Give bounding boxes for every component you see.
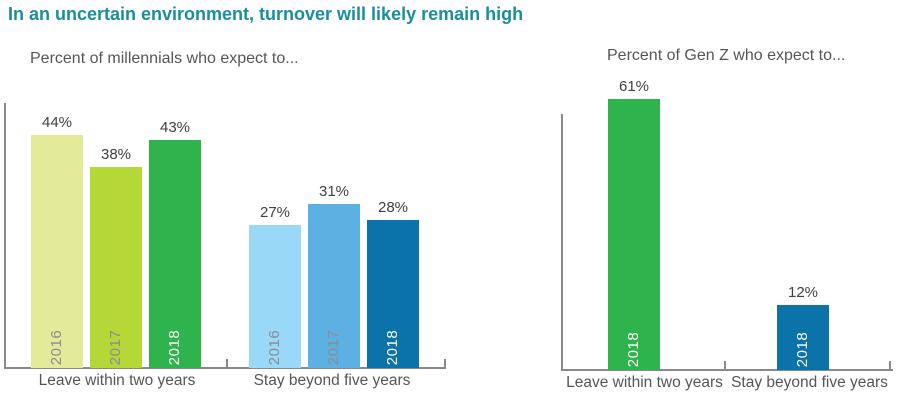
bar-millennials-stay-beyond-five-years-2018: 28% 2018 bbox=[367, 199, 419, 368]
genz-chart-title: Percent of Gen Z who expect to... bbox=[607, 47, 846, 64]
millennials-y-axis bbox=[4, 103, 6, 369]
bar-value-label: 28% bbox=[377, 199, 409, 216]
millennials-chart-title: Percent of millennials who expect to... bbox=[30, 50, 299, 67]
millennials-x-axis bbox=[4, 367, 446, 369]
millennials-bar-chart: 44% 2016 38% 2017 43% 2018 27% 2016 31% 2017 28% 20… bbox=[4, 103, 446, 369]
axis-tick bbox=[724, 361, 726, 370]
bar-year-label: 2017 bbox=[107, 329, 125, 365]
bar-year-label: 2018 bbox=[384, 329, 402, 365]
bar-millennials-stay-beyond-five-years-2016: 27% 2016 bbox=[249, 204, 301, 368]
bar-genz-leave-within-two-years-2018: 61% 2018 bbox=[608, 78, 660, 370]
bar-value-label: 31% bbox=[318, 183, 350, 200]
bar-millennials-leave-within-two-years-2017: 38% 2017 bbox=[90, 146, 142, 368]
axis-tick bbox=[444, 359, 446, 368]
genz-x-axis bbox=[561, 369, 893, 371]
bar-millennials-leave-within-two-years-2016: 44% 2016 bbox=[31, 114, 83, 368]
category-label-genz-leave: Leave within two years bbox=[566, 374, 723, 391]
bar-year-label: 2016 bbox=[266, 329, 284, 365]
category-label-genz-stay: Stay beyond five years bbox=[731, 374, 888, 391]
axis-tick bbox=[889, 361, 891, 370]
bar-value-label: 38% bbox=[100, 146, 132, 163]
bar-year-label: 2018 bbox=[625, 331, 643, 367]
bar-genz-stay-beyond-five-years-2018: 12% 2018 bbox=[777, 284, 829, 370]
bar-year-label: 2018 bbox=[166, 329, 184, 365]
bar-year-label: 2017 bbox=[325, 329, 343, 365]
genz-bar-chart: 61% 2018 12% 2018 bbox=[561, 78, 893, 371]
bar-year-label: 2018 bbox=[794, 331, 812, 367]
bar-value-label: 27% bbox=[259, 204, 291, 221]
bar-millennials-leave-within-two-years-2018: 43% 2018 bbox=[149, 119, 201, 368]
bar-value-label: 43% bbox=[159, 119, 191, 136]
genz-y-axis bbox=[561, 114, 563, 371]
bar-value-label: 44% bbox=[41, 114, 73, 131]
axis-tick bbox=[226, 359, 228, 368]
bar-millennials-stay-beyond-five-years-2017: 31% 2017 bbox=[308, 183, 360, 368]
category-label-millennials-leave: Leave within two years bbox=[38, 372, 196, 389]
bar-year-label: 2016 bbox=[48, 329, 66, 365]
bar-value-label: 12% bbox=[787, 284, 819, 301]
page-title: In an uncertain environment, turnover wi… bbox=[8, 4, 524, 24]
category-label-millennials-stay: Stay beyond five years bbox=[253, 372, 411, 389]
bar-value-label: 61% bbox=[618, 78, 650, 95]
